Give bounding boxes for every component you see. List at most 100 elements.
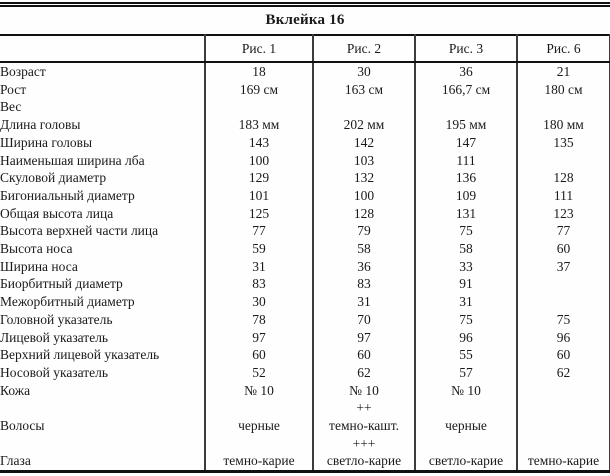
table-body: Возраст 18 30 36 21 Рост 169 см 163 см 1… [0, 62, 610, 472]
value-cell [414, 399, 517, 418]
value-cell: 62 [312, 363, 415, 382]
value-cell: 60 [204, 346, 313, 364]
value-cell: 142 [312, 133, 415, 152]
table-row: Головной указатель 78 70 75 75 [0, 310, 610, 329]
value-cell: 31 [414, 293, 517, 311]
value-cell: 96 [414, 328, 517, 347]
value-cell: № 10 [312, 381, 415, 400]
value-cell [516, 275, 610, 294]
value-cell: 180 см [516, 80, 610, 99]
table-row: Высота носа 59 58 58 60 [0, 240, 610, 258]
value-cell: 166,7 см [414, 80, 517, 99]
table-row: Наименьшая ширина лба 100 103 111 [0, 151, 610, 170]
row-label: Ширина головы [0, 134, 93, 150]
value-cell: 57 [414, 363, 517, 382]
value-cell: 125 [204, 204, 313, 223]
table-row: Длина головы 183 мм 202 мм 195 мм 180 мм [0, 116, 610, 134]
value-cell [414, 98, 517, 117]
value-cell: 109 [414, 186, 517, 205]
value-cell [516, 381, 610, 400]
value-cell: 60 [516, 346, 610, 364]
value-cell: темно-кашт. [312, 417, 415, 435]
value-cell: 75 [414, 310, 517, 329]
header-row: Рис. 1 Рис. 2 Рис. 3 Рис. 6 [0, 35, 610, 63]
value-cell: 91 [414, 275, 517, 294]
table-row: Общая высота лица 125 128 131 123 [0, 204, 610, 223]
value-cell: 79 [312, 222, 415, 241]
value-cell: 30 [204, 293, 313, 311]
value-cell: № 10 [414, 381, 517, 400]
value-cell [516, 293, 610, 311]
value-cell: 60 [312, 346, 415, 364]
column-header: Рис. 2 [312, 35, 415, 63]
value-cell: 129 [204, 169, 313, 187]
value-cell: 111 [414, 151, 517, 170]
table-row: Биорбитный диаметр 83 83 91 [0, 275, 610, 294]
value-cell: 52 [204, 363, 313, 382]
value-cell: 136 [414, 169, 517, 187]
row-label: Длина головы [0, 117, 81, 133]
row-label: Кожа [0, 382, 31, 398]
table-row: Ширина головы 143 142 147 135 [0, 133, 610, 152]
table-row: Ширина носа 31 36 33 37 [0, 257, 610, 276]
table-row: +++ [0, 434, 610, 453]
value-cell [204, 399, 313, 418]
value-cell [516, 434, 610, 453]
value-cell: 100 [204, 151, 313, 170]
row-label: Вес [0, 99, 22, 115]
table-row: Носовой указатель 52 62 57 62 [0, 363, 610, 382]
value-cell: 59 [204, 240, 313, 258]
value-cell: 77 [516, 222, 610, 241]
value-cell: 132 [312, 169, 415, 187]
value-cell: 128 [516, 169, 610, 187]
table-row: Межорбитный диаметр 30 31 31 [0, 293, 610, 311]
row-label [0, 435, 205, 453]
value-cell: 78 [204, 310, 313, 329]
value-cell: 21 [516, 62, 610, 81]
table-row: Глаза темно-карие светло-карие светло-ка… [0, 452, 610, 472]
value-cell: 131 [414, 204, 517, 223]
table-row: Вес [0, 98, 610, 117]
row-label: Возраст [0, 64, 46, 79]
value-cell: 36 [414, 62, 517, 81]
value-cell: 163 см [312, 80, 415, 99]
value-cell [516, 98, 610, 117]
value-cell: 30 [312, 62, 415, 81]
table-row: Возраст 18 30 36 21 [0, 62, 610, 81]
value-cell: 70 [312, 310, 415, 329]
table-row: ++ [0, 399, 610, 418]
value-cell: 83 [204, 275, 313, 294]
row-label: Волосы [0, 418, 45, 434]
value-cell: светло-карие [414, 452, 517, 472]
value-cell [516, 417, 610, 435]
value-cell [204, 434, 313, 453]
value-cell: темно-карие [204, 452, 313, 472]
value-cell: светло-карие [312, 452, 415, 472]
value-cell: 55 [414, 346, 517, 364]
value-cell: 202 мм [312, 116, 415, 134]
value-cell: № 10 [204, 381, 313, 400]
row-label: Носовой указатель [0, 364, 109, 380]
value-cell: 96 [516, 328, 610, 347]
value-cell [516, 399, 610, 418]
value-cell: 123 [516, 204, 610, 223]
row-label: Скуловой диаметр [0, 170, 107, 186]
top-double-rule [0, 2, 610, 7]
table-row: Высота верхней части лица 77 79 75 77 [0, 222, 610, 241]
table-row: Верхний лицевой указатель 60 60 55 60 [0, 346, 610, 364]
page-title: Вклейка 16 [265, 12, 345, 28]
row-label: Общая высота лица [0, 205, 114, 221]
value-cell: 195 мм [414, 116, 517, 134]
value-cell: 60 [516, 240, 610, 258]
table-row: Лицевой указатель 97 97 96 96 [0, 328, 610, 347]
corner-cell [0, 35, 205, 63]
row-label: Верхний лицевой указатель [0, 347, 160, 363]
value-cell [516, 151, 610, 170]
value-cell: 58 [312, 240, 415, 258]
value-cell: 58 [414, 240, 517, 258]
value-cell: 18 [204, 62, 313, 81]
value-cell: 97 [204, 328, 313, 347]
value-cell: 97 [312, 328, 415, 347]
value-cell: 143 [204, 133, 313, 152]
